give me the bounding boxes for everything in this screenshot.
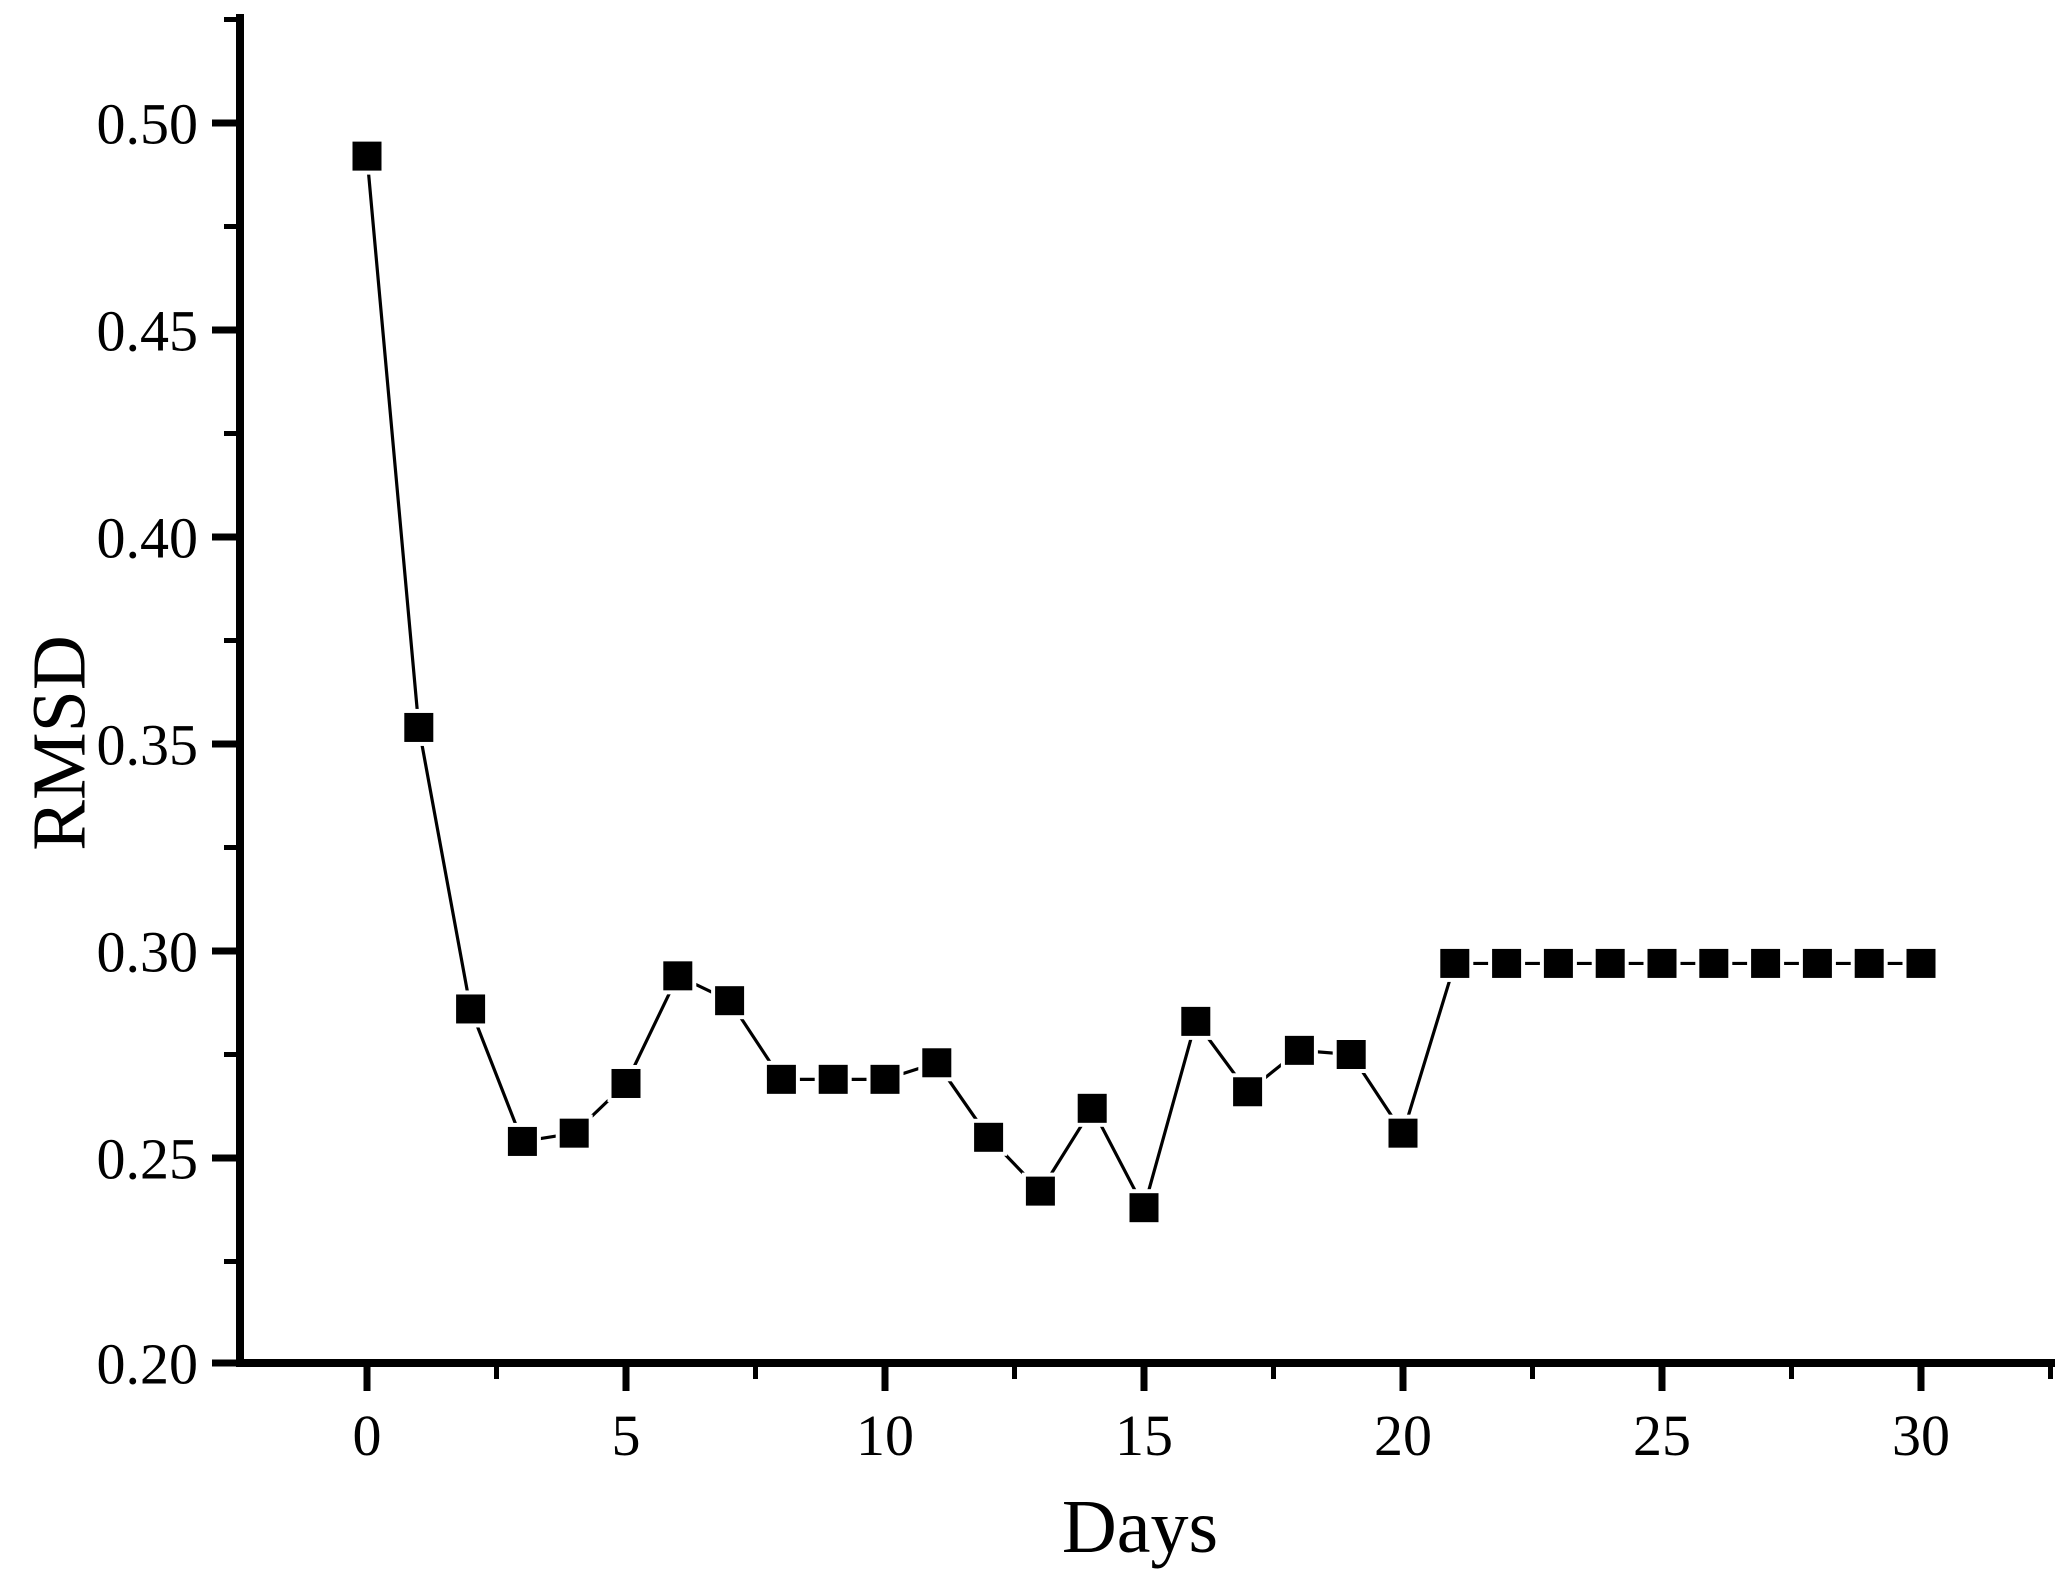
data-point-marker — [611, 1068, 641, 1098]
y-tick-label: 0.45 — [97, 298, 199, 363]
x-tick-label: 15 — [1115, 1403, 1173, 1468]
data-point-marker — [870, 1064, 900, 1094]
data-point-marker — [507, 1126, 537, 1156]
data-point-marker — [922, 1048, 952, 1078]
data-point-marker — [1647, 948, 1677, 978]
y-tick-label: 0.35 — [97, 712, 199, 777]
x-axis-title: Days — [1062, 1485, 1218, 1569]
data-point-marker — [456, 994, 486, 1024]
y-tick-label: 0.40 — [97, 505, 199, 570]
y-tick-label: 0.25 — [97, 1126, 199, 1191]
data-point-marker — [974, 1122, 1004, 1152]
data-point-marker — [1854, 948, 1884, 978]
x-tick-label: 30 — [1892, 1403, 1950, 1468]
data-point-marker — [1699, 948, 1729, 978]
data-point-marker — [1906, 948, 1936, 978]
x-tick-label: 0 — [353, 1403, 382, 1468]
x-tick-label: 25 — [1633, 1403, 1691, 1468]
data-point-marker — [766, 1064, 796, 1094]
data-point-marker — [1233, 1077, 1263, 1107]
data-point-marker — [1388, 1118, 1418, 1148]
data-point-marker — [715, 986, 745, 1016]
data-point-marker — [663, 961, 693, 991]
data-point-marker — [1543, 948, 1573, 978]
data-point-marker — [818, 1064, 848, 1094]
y-tick-label: 0.50 — [97, 91, 199, 156]
data-point-marker — [1802, 948, 1832, 978]
data-point-marker — [1751, 948, 1781, 978]
data-point-marker — [559, 1118, 589, 1148]
x-tick-label: 10 — [856, 1403, 914, 1468]
data-point-marker — [1181, 1006, 1211, 1036]
series-connector-line — [365, 155, 1921, 1213]
data-point-marker — [1284, 1035, 1314, 1065]
data-point-marker — [1440, 948, 1470, 978]
data-point-marker — [1492, 948, 1522, 978]
data-point-marker — [1336, 1040, 1366, 1069]
x-tick-label: 5 — [612, 1403, 641, 1468]
data-series-layer — [348, 137, 1940, 1227]
x-tick-label: 20 — [1374, 1403, 1432, 1468]
y-tick-label: 0.20 — [97, 1331, 199, 1396]
axes-layer — [236, 14, 2055, 1367]
tick-labels-layer: 0.50 0.45 0.40 0.35 0.30 0.25 0.20 0 5 10 15 20 25 30 — [97, 91, 1951, 1468]
y-axis-title: RMSD — [18, 635, 102, 850]
data-point-marker — [1077, 1093, 1107, 1123]
data-point-marker — [1025, 1176, 1055, 1206]
data-point-marker — [1129, 1193, 1159, 1223]
data-point-marker — [1595, 948, 1625, 978]
y-tick-label: 0.30 — [97, 919, 199, 984]
data-point-marker — [352, 141, 382, 171]
data-point-marker — [404, 712, 434, 742]
ticks-layer — [212, 17, 2053, 1391]
